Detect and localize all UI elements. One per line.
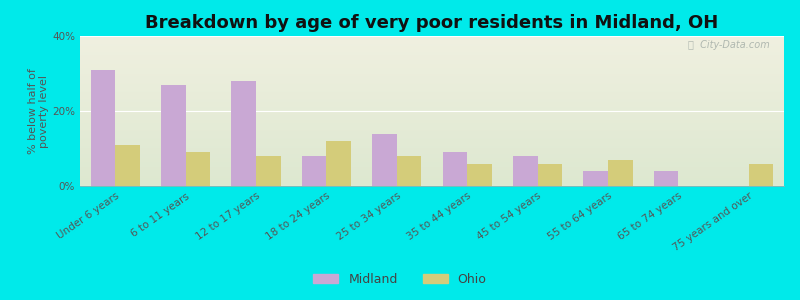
Bar xyxy=(90,70,115,186)
Bar xyxy=(608,160,633,186)
Legend: Midland, Ohio: Midland, Ohio xyxy=(308,268,492,291)
Bar xyxy=(372,134,397,186)
Title: Breakdown by age of very poor residents in Midland, OH: Breakdown by age of very poor residents … xyxy=(146,14,718,32)
Text: ⓘ  City-Data.com: ⓘ City-Data.com xyxy=(688,40,770,50)
Bar xyxy=(513,156,538,186)
Bar xyxy=(161,85,186,186)
Bar xyxy=(654,171,678,186)
Bar xyxy=(442,152,467,186)
Y-axis label: % below half of
poverty level: % below half of poverty level xyxy=(28,68,50,154)
Bar xyxy=(749,164,774,186)
Bar xyxy=(583,171,608,186)
Bar xyxy=(397,156,422,186)
Bar xyxy=(467,164,492,186)
Bar xyxy=(115,145,140,186)
Bar xyxy=(326,141,351,186)
Bar xyxy=(186,152,210,186)
Bar xyxy=(231,81,256,186)
Bar xyxy=(256,156,281,186)
Bar xyxy=(538,164,562,186)
Bar xyxy=(302,156,326,186)
